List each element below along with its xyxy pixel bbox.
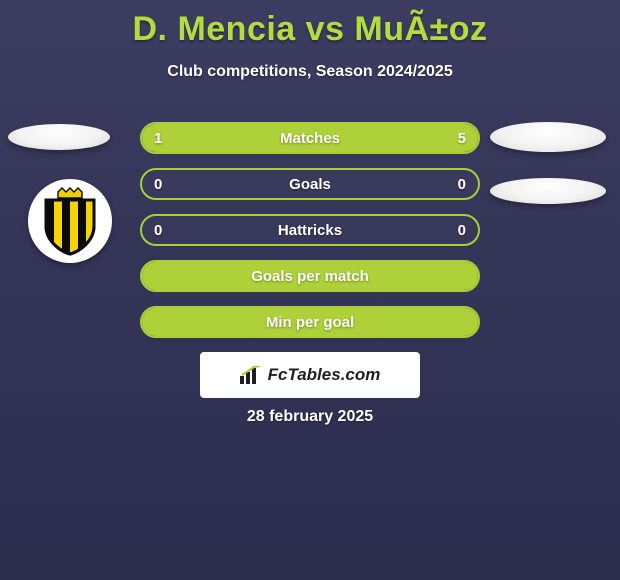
shield-icon — [38, 186, 102, 256]
player-right-ellipse-2 — [490, 178, 606, 204]
stat-label: Matches — [142, 124, 478, 152]
stat-label: Min per goal — [142, 308, 478, 336]
brand-text: FcTables.com — [268, 365, 381, 385]
brand-box[interactable]: FcTables.com — [200, 352, 420, 398]
stat-row: Goals per match — [140, 260, 480, 292]
comparison-title: D. Mencia vs MuÃ±oz — [0, 0, 620, 49]
stat-row: 00Hattricks — [140, 214, 480, 246]
bar-chart-icon — [240, 366, 262, 384]
comparison-subtitle: Club competitions, Season 2024/2025 — [0, 63, 620, 81]
club-badge-left — [28, 179, 112, 263]
stat-row: 00Goals — [140, 168, 480, 200]
stat-row: Min per goal — [140, 306, 480, 338]
player-left-ellipse-1 — [8, 124, 110, 150]
stat-label: Goals per match — [142, 262, 478, 290]
stat-label: Hattricks — [142, 216, 478, 244]
stat-label: Goals — [142, 170, 478, 198]
stats-container: 15Matches 00Goals 00Hattricks Goals per mat… — [140, 122, 480, 352]
player-right-ellipse-1 — [490, 122, 606, 152]
snapshot-date: 28 february 2025 — [0, 408, 620, 426]
stat-row: 15Matches — [140, 122, 480, 154]
